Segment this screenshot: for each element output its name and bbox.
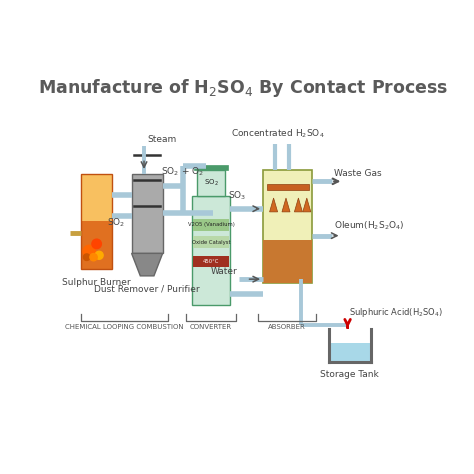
Polygon shape <box>282 198 290 212</box>
Text: Steam: Steam <box>147 136 176 145</box>
Bar <box>263 170 312 283</box>
Polygon shape <box>303 198 311 212</box>
Text: Manufacture of H$_2$SO$_4$ By Contact Process: Manufacture of H$_2$SO$_4$ By Contact Pr… <box>38 77 448 99</box>
Text: Oxide Catalyst: Oxide Catalyst <box>191 240 230 245</box>
Text: CHEMICAL LOOPING COMBUSTION: CHEMICAL LOOPING COMBUSTION <box>65 324 183 330</box>
Circle shape <box>90 254 97 261</box>
Circle shape <box>83 245 95 258</box>
Text: Dust Remover / Purifier: Dust Remover / Purifier <box>94 285 200 294</box>
Text: CONVERTER: CONVERTER <box>190 324 232 330</box>
Bar <box>81 173 111 269</box>
Bar <box>192 196 230 305</box>
Text: Waste Gas: Waste Gas <box>334 169 382 178</box>
Text: ABSORBER: ABSORBER <box>268 324 306 330</box>
Text: SO$_3$: SO$_3$ <box>228 190 246 202</box>
Circle shape <box>95 251 103 259</box>
Text: Sulphuric Acid(H$_2$SO$_4$): Sulphuric Acid(H$_2$SO$_4$) <box>349 306 444 319</box>
Bar <box>264 240 312 283</box>
Polygon shape <box>294 198 302 212</box>
Circle shape <box>83 254 90 261</box>
Text: SO$_2$: SO$_2$ <box>204 178 219 188</box>
Text: SO$_2$: SO$_2$ <box>108 217 126 229</box>
Text: SO$_2$ + O$_2$: SO$_2$ + O$_2$ <box>161 165 204 178</box>
Bar <box>193 237 229 248</box>
Bar <box>81 221 111 269</box>
Text: Concentrated H$_2$SO$_4$: Concentrated H$_2$SO$_4$ <box>231 128 325 140</box>
Circle shape <box>92 239 101 249</box>
Text: 450°C: 450°C <box>203 259 219 264</box>
Text: V2O5 (Vanadium): V2O5 (Vanadium) <box>188 222 235 227</box>
Bar <box>267 184 309 191</box>
Bar <box>81 173 111 221</box>
Polygon shape <box>132 254 163 276</box>
Bar <box>193 219 229 231</box>
Bar <box>330 344 370 361</box>
Bar <box>193 256 229 267</box>
Text: Oleum(H$_2$S$_2$O$_4$): Oleum(H$_2$S$_2$O$_4$) <box>334 219 405 232</box>
Bar <box>132 173 163 254</box>
Text: Storage Tank: Storage Tank <box>320 370 379 379</box>
Bar <box>197 170 225 196</box>
Polygon shape <box>270 198 278 212</box>
Bar <box>194 165 228 170</box>
Text: Sulphur Burner: Sulphur Burner <box>62 278 130 287</box>
Text: Water: Water <box>211 267 237 276</box>
